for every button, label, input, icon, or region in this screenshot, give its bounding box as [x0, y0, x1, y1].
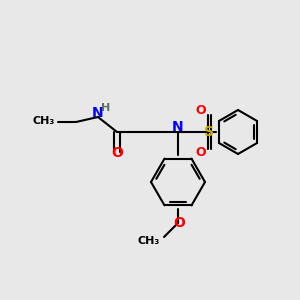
Text: CH₃: CH₃: [138, 236, 160, 246]
Text: H: H: [101, 103, 111, 113]
Text: N: N: [92, 106, 104, 120]
Text: N: N: [172, 120, 184, 134]
Text: O: O: [196, 104, 206, 118]
Text: CH₃: CH₃: [33, 116, 55, 126]
Text: O: O: [196, 146, 206, 160]
Text: O: O: [173, 216, 185, 230]
Text: S: S: [204, 125, 214, 139]
Text: O: O: [111, 146, 123, 160]
